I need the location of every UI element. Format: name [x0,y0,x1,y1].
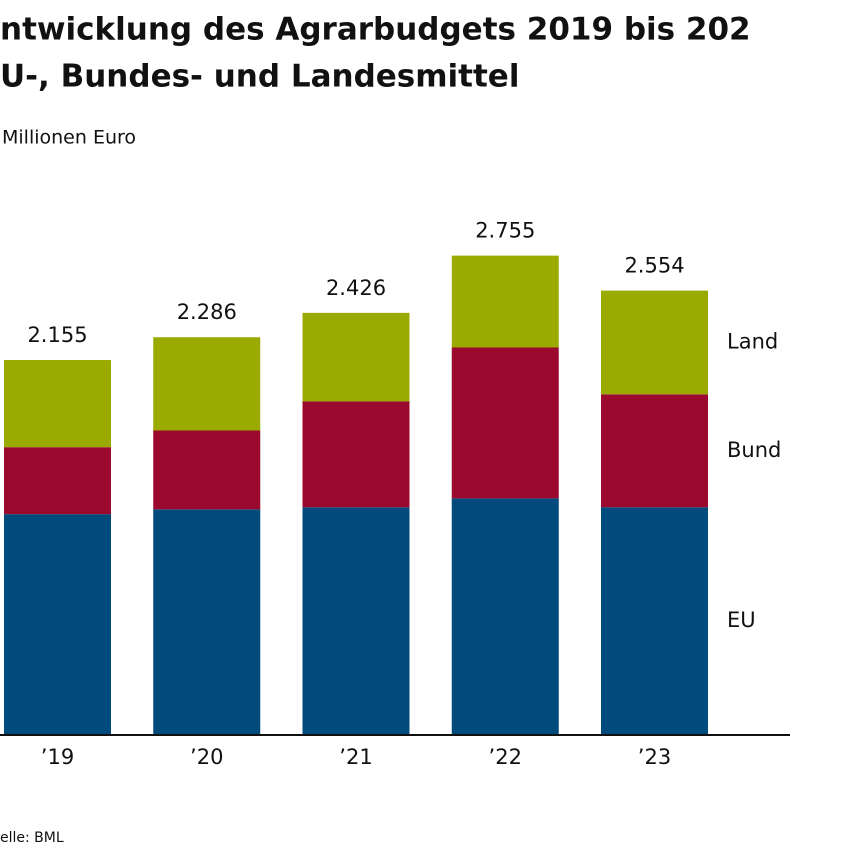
x-tick-label: ’22 [489,745,522,769]
bar-segment [601,394,708,508]
legend-label: Bund [727,438,781,462]
bar-segment [153,509,261,735]
x-tick-label: ’23 [638,745,671,769]
bar-segment [451,498,559,735]
bar-segment [601,507,708,735]
bar-segment [302,401,410,508]
legend-label: EU [727,608,756,632]
chart-subtitle: U-, Bundes- und Landesmittel [0,59,519,95]
bar-segment [4,447,111,515]
total-label: 2.554 [624,254,684,278]
bar-segment [451,347,559,499]
bar-segment [302,312,410,402]
source: elle: BML [0,830,64,846]
x-tick-label: ’20 [190,745,223,769]
bar-segment [153,337,261,431]
bar-segment [451,255,559,348]
bar-segment [302,507,410,735]
x-tick-label: ’19 [41,745,74,769]
total-label: 2.755 [475,219,535,243]
bar-segment [4,360,111,448]
unit-label: Millionen Euro [2,127,136,149]
total-label: 2.286 [177,300,237,324]
total-label: 2.426 [326,276,386,300]
bar-segment [4,514,111,735]
total-label: 2.155 [27,323,87,347]
chart-title: ntwicklung des Agrarbudgets 2019 bis 202 [0,12,751,48]
bar-segment [153,430,261,510]
bar-segment [601,290,708,395]
x-tick-label: ’21 [339,745,372,769]
legend-label: Land [727,329,778,353]
